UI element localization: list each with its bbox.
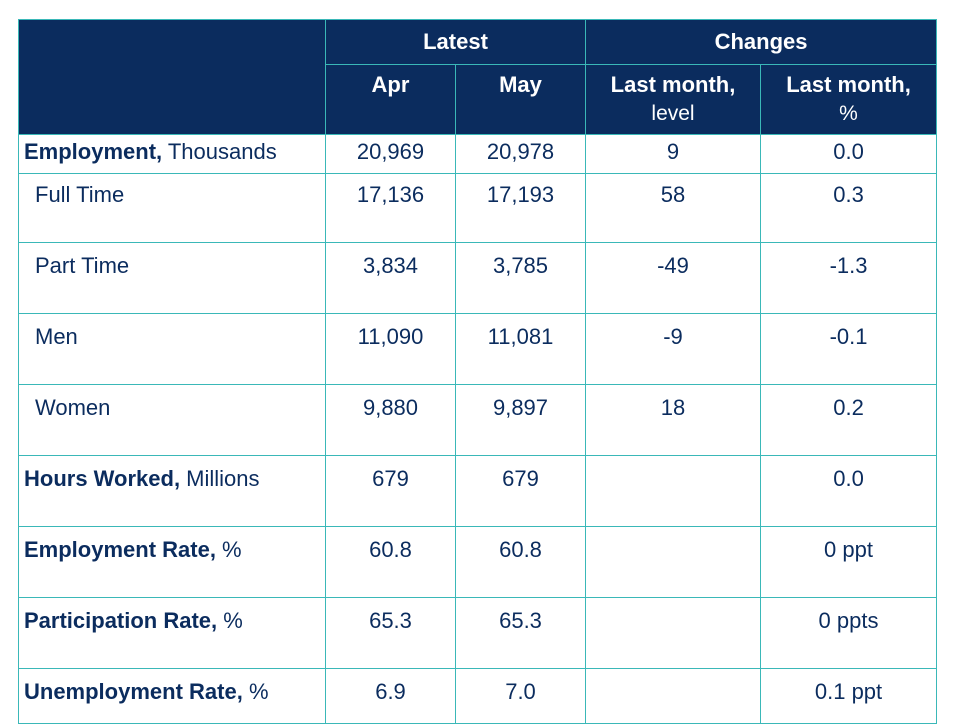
cell-last-month-level: -49 xyxy=(585,242,762,314)
cell-last-month-pct: 0 ppts xyxy=(760,597,938,669)
row-label: Part Time xyxy=(18,242,326,314)
cell-last-month-pct: 0.1 ppt xyxy=(760,668,938,724)
header-last-month-level: Last month, level xyxy=(585,64,762,135)
row-label: Hours Worked, Millions xyxy=(18,455,326,527)
header-may-label: May xyxy=(499,72,542,97)
header-corner-cell xyxy=(18,19,326,135)
table-row: Part Time 3,834 3,785 -49 -1.3 xyxy=(18,242,938,314)
cell-last-month-pct: 0.3 xyxy=(760,173,938,243)
row-label-rest: Full Time xyxy=(35,182,125,207)
header-last-month-level-main: Last month, xyxy=(610,72,736,97)
row-label-rest: % xyxy=(217,608,243,633)
row-label-rest: Thousands xyxy=(162,139,277,164)
row-label-bold: Hours Worked, xyxy=(24,466,181,491)
cell-last-month-pct: -0.1 xyxy=(760,313,938,385)
cell-may: 9,897 xyxy=(454,384,587,456)
row-label-rest: Women xyxy=(35,395,111,420)
row-label: Men xyxy=(18,313,326,385)
row-label-rest: % xyxy=(242,679,269,704)
header-last-month-pct-main: Last month, xyxy=(786,72,911,97)
cell-may: 11,081 xyxy=(454,313,587,385)
cell-may: 60.8 xyxy=(454,526,587,598)
header-row-columns: Apr May Last month, level Last month, % xyxy=(19,64,938,135)
cell-last-month-pct: -1.3 xyxy=(760,242,938,314)
cell-last-month-pct: 0.0 xyxy=(760,455,938,527)
cell-last-month-level: 58 xyxy=(585,173,762,243)
row-label-bold: Employment Rate, xyxy=(24,537,216,562)
header-latest: Latest xyxy=(324,19,587,65)
header-apr: Apr xyxy=(325,64,456,135)
row-label: Full Time xyxy=(18,173,326,243)
cell-may: 3,785 xyxy=(454,242,587,314)
header-last-month-level-sub: level xyxy=(651,102,695,125)
cell-apr: 20,969 xyxy=(325,134,456,174)
labour-stats-table: Latest Changes Apr May Last month, level… xyxy=(18,19,938,724)
cell-may: 20,978 xyxy=(454,134,587,174)
row-label: Unemployment Rate, % xyxy=(18,668,326,724)
row-label: Women xyxy=(18,384,326,456)
header-may: May xyxy=(454,64,587,135)
cell-apr: 65.3 xyxy=(325,597,456,669)
table-row: Participation Rate, % 65.3 65.3 0 ppts xyxy=(18,597,938,669)
row-label-bold: Employment, xyxy=(24,139,163,164)
cell-last-month-pct: 0.2 xyxy=(760,384,938,456)
row-label-bold: Participation Rate, xyxy=(24,608,218,633)
cell-apr: 6.9 xyxy=(325,668,456,724)
table-row: Employment, Thousands 20,969 20,978 9 0.… xyxy=(18,134,938,174)
row-label-rest: Part Time xyxy=(35,253,130,278)
cell-may: 17,193 xyxy=(454,173,587,243)
table-row: Hours Worked, Millions 679 679 0.0 xyxy=(18,455,938,527)
cell-apr: 3,834 xyxy=(325,242,456,314)
cell-may: 7.0 xyxy=(454,668,587,724)
row-label: Employment, Thousands xyxy=(18,134,326,174)
table-row: Full Time 17,136 17,193 58 0.3 xyxy=(18,173,938,243)
table-row: Men 11,090 11,081 -9 -0.1 xyxy=(18,313,938,385)
cell-last-month-level xyxy=(585,597,762,669)
row-label-rest: Millions xyxy=(180,466,260,491)
cell-apr: 17,136 xyxy=(325,173,456,243)
cell-apr: 9,880 xyxy=(325,384,456,456)
header-row-groups: Latest Changes xyxy=(18,19,938,135)
row-label: Participation Rate, % xyxy=(18,597,326,669)
cell-apr: 11,090 xyxy=(325,313,456,385)
header-last-month-pct-sub: % xyxy=(839,102,858,125)
table-row: Women 9,880 9,897 18 0.2 xyxy=(18,384,938,456)
cell-last-month-level: 9 xyxy=(585,134,762,174)
table-row: Unemployment Rate, % 6.9 7.0 0.1 ppt xyxy=(18,668,938,724)
row-label-rest: % xyxy=(215,537,242,562)
table-row: Employment Rate, % 60.8 60.8 0 ppt xyxy=(18,526,938,598)
cell-last-month-level: 18 xyxy=(585,384,762,456)
cell-last-month-level xyxy=(585,668,762,724)
header-last-month-pct: Last month, % xyxy=(760,64,938,135)
cell-last-month-level xyxy=(585,455,762,527)
cell-last-month-pct: 0 ppt xyxy=(760,526,938,598)
row-label: Employment Rate, % xyxy=(18,526,326,598)
cell-apr: 60.8 xyxy=(325,526,456,598)
cell-apr: 679 xyxy=(325,455,456,527)
header-apr-label: Apr xyxy=(371,72,410,97)
cell-last-month-level: -9 xyxy=(585,313,762,385)
cell-may: 65.3 xyxy=(454,597,587,669)
header-changes: Changes xyxy=(585,19,938,65)
row-label-rest: Men xyxy=(35,324,78,349)
row-label-bold: Unemployment Rate, xyxy=(24,679,243,704)
cell-may: 679 xyxy=(454,455,587,527)
cell-last-month-level xyxy=(585,526,762,598)
cell-last-month-pct: 0.0 xyxy=(760,134,938,174)
